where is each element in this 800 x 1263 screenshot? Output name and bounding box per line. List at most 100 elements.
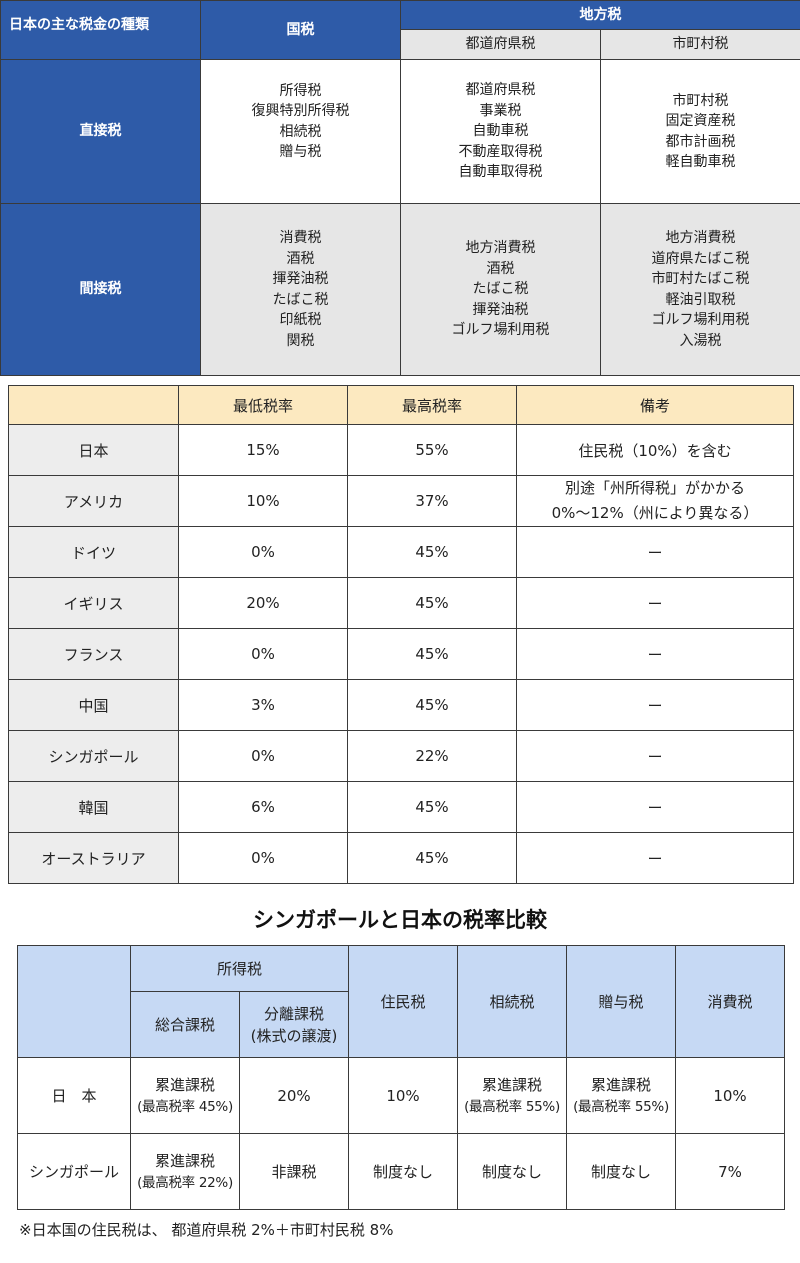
value-note: (最高税率 45%) bbox=[137, 1098, 233, 1115]
remarks: 別途「州所得税」がかかる 0%～12%（州により異なる） bbox=[516, 475, 794, 527]
country-label: 日 本 bbox=[17, 1057, 131, 1134]
table-row: ドイツ 0% 45% ー bbox=[8, 526, 794, 578]
max-rate: 22% bbox=[347, 730, 517, 782]
separate-taxation-label: 分離課税 bbox=[264, 1004, 325, 1023]
separate-value: 非課税 bbox=[238, 1133, 350, 1210]
table-row: フランス 0% 45% ー bbox=[8, 628, 794, 680]
max-rate: 45% bbox=[347, 628, 517, 680]
inheritance-value: 制度なし bbox=[457, 1133, 568, 1210]
remarks: ー bbox=[516, 628, 794, 680]
direct-municipal-cell: 市町村税 固定資産税 都市計画税 軽自動車税 bbox=[600, 59, 800, 204]
table-row: シンガポール 累進課税 (最高税率 22%) 非課税 制度なし 制度なし 制度な… bbox=[17, 1133, 786, 1210]
consumption-value: 10% bbox=[675, 1057, 786, 1134]
comprehensive-value: 累進課税 (最高税率 45%) bbox=[130, 1057, 240, 1134]
tax-item: 事業税 bbox=[479, 102, 522, 119]
tax-item: 自動車税 bbox=[472, 123, 529, 140]
remarks-line: 別途「州所得税」がかかる bbox=[564, 479, 745, 497]
income-tax-rate-table: 最低税率 最高税率 備考 日本 15% 55% 住民税（10%）を含む アメリカ… bbox=[8, 385, 794, 884]
max-rate: 37% bbox=[347, 475, 517, 527]
min-rate: 20% bbox=[178, 577, 348, 629]
country-name: フランス bbox=[8, 628, 179, 680]
remarks-line: 0%～12%（州により異なる） bbox=[551, 504, 759, 522]
table-row: シンガポール 0% 22% ー bbox=[8, 730, 794, 782]
min-rate: 0% bbox=[178, 832, 348, 884]
tax-item: 軽油引取税 bbox=[665, 291, 736, 308]
table-row: オーストラリア 0% 45% ー bbox=[8, 832, 794, 884]
max-rate: 45% bbox=[347, 832, 517, 884]
country-name: イギリス bbox=[8, 577, 179, 629]
value-note: (最高税率 22%) bbox=[137, 1174, 233, 1191]
tax-item: 都道府県税 bbox=[465, 82, 536, 99]
max-rate: 45% bbox=[347, 526, 517, 578]
income-tax-header: 所得税 bbox=[129, 945, 350, 992]
country-name: ドイツ bbox=[8, 526, 179, 578]
tax-item: 贈与税 bbox=[279, 144, 322, 160]
min-rate: 0% bbox=[178, 730, 348, 782]
resident-value: 10% bbox=[348, 1057, 459, 1134]
value-line: 累進課税 bbox=[591, 1075, 652, 1094]
tax-item: 揮発油税 bbox=[472, 301, 529, 318]
min-rate: 10% bbox=[178, 475, 348, 527]
comparison-title: シンガポールと日本の税率比較 bbox=[253, 908, 547, 932]
remarks: ー bbox=[516, 577, 794, 629]
gift-value: 累進課税 (最高税率 55%) bbox=[566, 1057, 677, 1134]
gift-value: 制度なし bbox=[566, 1133, 677, 1210]
tax-item: 印紙税 bbox=[279, 312, 322, 328]
tax-item: 不動産取得税 bbox=[458, 143, 543, 160]
inheritance-value: 累進課税 (最高税率 55%) bbox=[457, 1057, 568, 1134]
country-name: 中国 bbox=[8, 679, 179, 731]
direct-tax-label: 直接税 bbox=[0, 59, 201, 204]
value-line: 累進課税 bbox=[482, 1075, 543, 1094]
indirect-tax-label: 間接税 bbox=[0, 203, 201, 376]
table-row: 日本 15% 55% 住民税（10%）を含む bbox=[8, 424, 794, 476]
consumption-tax-header: 消費税 bbox=[675, 945, 786, 1058]
resident-value: 制度なし bbox=[348, 1133, 459, 1210]
value-line: 累進課税 bbox=[154, 1075, 215, 1094]
singapore-japan-comparison-table: 所得税 住民税 相続税 贈与税 消費税 総合課税 分離課税 (株式の譲渡) 日 … bbox=[17, 945, 786, 1210]
country-name: アメリカ bbox=[8, 475, 179, 527]
indirect-municipal-cell: 地方消費税 道府県たばこ税 市町村たばこ税 軽油引取税 ゴルフ場利用税 入湯税 bbox=[600, 203, 800, 376]
country-name: 日本 bbox=[8, 424, 179, 476]
national-tax-header: 国税 bbox=[200, 0, 401, 60]
table-row: 韓国 6% 45% ー bbox=[8, 781, 794, 833]
value-note: (最高税率 55%) bbox=[573, 1098, 669, 1115]
tax-item: 揮発油税 bbox=[272, 271, 329, 287]
tax-item: 復興特別所得税 bbox=[251, 103, 350, 119]
tax-item: 自動車取得税 bbox=[458, 164, 543, 181]
footnote: ※日本国の住民税は、 都道府県税 2%＋市町村民税 8% bbox=[19, 1221, 394, 1239]
tax-item: たばこ税 bbox=[472, 281, 529, 298]
tax-item: 入湯税 bbox=[679, 332, 722, 349]
min-rate: 15% bbox=[178, 424, 348, 476]
max-rate: 45% bbox=[347, 679, 517, 731]
comprehensive-taxation-header: 総合課税 bbox=[130, 991, 240, 1058]
tax-item: 酒税 bbox=[486, 260, 515, 277]
tax-item: 地方消費税 bbox=[665, 230, 736, 246]
tax-item: ゴルフ場利用税 bbox=[451, 322, 550, 339]
comparison-corner-cell bbox=[17, 945, 131, 1058]
local-tax-header: 地方税 bbox=[400, 0, 800, 30]
remarks: ー bbox=[516, 526, 794, 578]
tax-types-corner-header: 日本の主な税金の種類 bbox=[0, 0, 201, 60]
tax-item: 相続税 bbox=[279, 123, 322, 140]
country-label: シンガポール bbox=[17, 1133, 131, 1210]
value-note: (最高税率 55%) bbox=[464, 1098, 560, 1115]
prefecture-tax-header: 都道府県税 bbox=[400, 29, 601, 60]
max-rate: 45% bbox=[347, 781, 517, 833]
tax-item: 都市計画税 bbox=[665, 133, 736, 150]
tax-item: 市町村たばこ税 bbox=[651, 271, 750, 287]
remarks: ー bbox=[516, 781, 794, 833]
max-rate: 45% bbox=[347, 577, 517, 629]
municipal-tax-header: 市町村税 bbox=[600, 29, 800, 60]
tax-item: 酒税 bbox=[286, 250, 315, 267]
remarks: ー bbox=[516, 832, 794, 884]
tax-item: 道府県たばこ税 bbox=[651, 250, 750, 267]
separate-taxation-header: 分離課税 (株式の譲渡) bbox=[238, 991, 350, 1058]
tax-item: 固定資産税 bbox=[665, 113, 736, 129]
max-rate-column-header: 最高税率 bbox=[347, 385, 517, 425]
tax-types-table: 日本の主な税金の種類 国税 地方税 都道府県税 市町村税 直接税 所得税 復興特… bbox=[0, 0, 800, 376]
resident-tax-header: 住民税 bbox=[348, 945, 459, 1058]
min-rate-column-header: 最低税率 bbox=[178, 385, 348, 425]
remarks-column-header: 備考 bbox=[516, 385, 794, 425]
tax-item: 消費税 bbox=[279, 230, 322, 246]
tax-item: 軽自動車税 bbox=[665, 154, 736, 170]
